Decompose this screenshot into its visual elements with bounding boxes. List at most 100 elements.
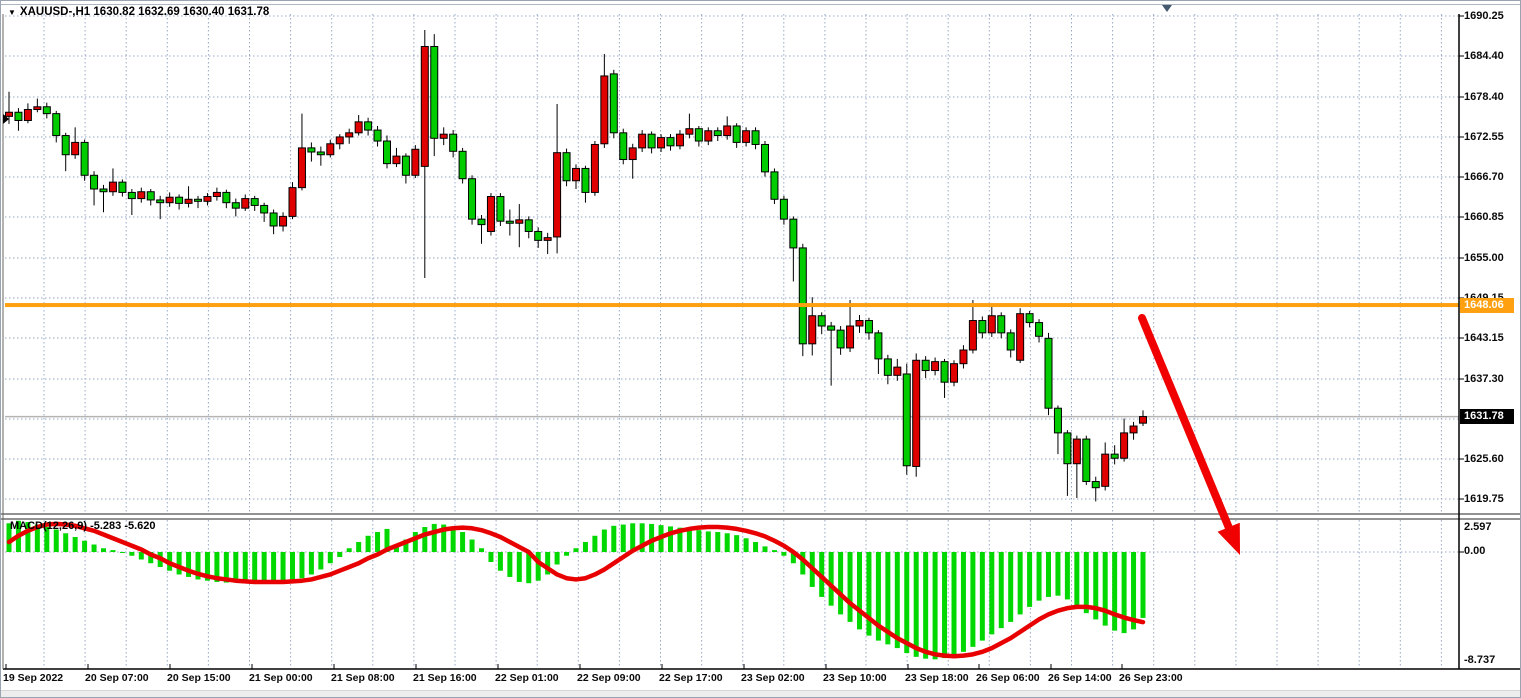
macd-histogram-bar: [1055, 552, 1061, 596]
macd-histogram-bar: [885, 552, 891, 645]
candle-bear: [307, 147, 316, 153]
macd-histogram-bar: [460, 532, 466, 552]
candle-bull: [392, 155, 401, 165]
macd-histogram-bar: [1140, 552, 1146, 618]
time-axis-label: 22 Sep 09:00: [577, 672, 641, 684]
time-axis-label: 21 Sep 08:00: [331, 672, 395, 684]
macd-histogram-bar: [573, 548, 579, 552]
hline-price-badge: 1648.06: [1460, 297, 1514, 313]
candle-bear: [364, 121, 373, 131]
macd-histogram-bar: [923, 552, 929, 659]
candle-bull: [297, 147, 306, 189]
window-bottom-strip: [1, 690, 1520, 697]
macd-histogram-bar: [630, 523, 636, 552]
macd-histogram-bar: [1121, 552, 1127, 634]
macd-histogram-bar: [734, 535, 740, 552]
candle-bull: [212, 191, 221, 198]
candle-bear: [468, 178, 477, 220]
candle-bull: [1120, 432, 1129, 459]
macd-histogram-bar: [601, 529, 607, 552]
macd-histogram-bar: [1064, 552, 1070, 600]
candle-bear: [449, 133, 458, 152]
candle-bear: [694, 128, 703, 142]
panel-divider[interactable]: [1, 514, 1521, 520]
price-axis-label: 1625.60: [1464, 452, 1504, 465]
macd-histogram-bar: [252, 552, 258, 582]
macd-histogram-bar: [1036, 552, 1042, 601]
left-edge-marker-icon: [3, 114, 9, 124]
macd-histogram-bar: [790, 552, 796, 564]
macd-histogram-bar: [894, 552, 900, 649]
horizontal-level-line[interactable]: [5, 303, 1459, 308]
time-axis-label: 26 Sep 14:00: [1048, 672, 1112, 684]
candle-bear: [761, 143, 769, 173]
macd-histogram-bar: [25, 522, 31, 552]
candle-bull: [572, 167, 580, 182]
symbol-dropdown-icon[interactable]: ▼: [8, 7, 16, 17]
macd-histogram-bar: [649, 523, 655, 552]
macd-histogram-bar: [564, 552, 570, 556]
macd-histogram-bar: [724, 533, 730, 552]
price-axis-label: 1684.40: [1464, 49, 1504, 62]
candle-bull: [241, 198, 250, 209]
macd-indicator-label: MACD(12,26,9) -5.283 -5.620: [10, 520, 156, 532]
price-axis-label: 1660.85: [1464, 210, 1504, 223]
candle-bull: [950, 363, 958, 383]
macd-histogram-bar: [611, 525, 617, 552]
candle-bear: [127, 191, 136, 200]
candle-bear: [146, 191, 155, 201]
macd-histogram-bar: [715, 532, 721, 552]
price-axis-label: 1678.40: [1464, 90, 1504, 103]
candle-bull: [165, 196, 174, 204]
candle-bear: [269, 212, 278, 227]
macd-histogram-bar: [1027, 552, 1033, 607]
candle-bear: [1025, 313, 1034, 324]
candle-bear: [883, 358, 892, 376]
macd-histogram-bar: [148, 552, 154, 564]
macd-histogram-bar: [970, 552, 976, 647]
macd-histogram-bar: [271, 552, 277, 581]
candle-bear: [458, 150, 467, 180]
macd-signal-line: [6, 521, 1146, 659]
candle-bear: [874, 332, 883, 360]
macd-histogram-bar: [497, 552, 503, 571]
time-axis-label: 23 Sep 18:00: [905, 672, 969, 684]
candle-bear: [42, 106, 51, 115]
price-axis-label: 1672.55: [1464, 130, 1504, 143]
current-bar-marker-icon: [1162, 5, 1172, 12]
candle-bear: [496, 196, 505, 222]
macd-histogram-bar: [828, 552, 834, 606]
time-axis-label: 22 Sep 01:00: [495, 672, 559, 684]
macd-histogram-bar: [469, 539, 475, 552]
time-axis-label: 20 Sep 07:00: [85, 672, 149, 684]
macd-histogram-bar: [346, 548, 352, 552]
candle-bull: [1129, 425, 1138, 434]
macd-histogram-bar: [526, 552, 532, 584]
time-axis-label: 23 Sep 02:00: [741, 672, 805, 684]
candle-bull: [108, 181, 117, 193]
candle-bull: [543, 237, 552, 241]
macd-histogram-bar: [932, 552, 938, 660]
candle-bear: [751, 130, 760, 145]
candle-bear: [430, 45, 439, 139]
macd-histogram-bar: [337, 552, 343, 557]
macd-histogram-bar: [620, 524, 626, 552]
macd-histogram-bar: [356, 542, 362, 552]
candle-bear: [1053, 407, 1062, 434]
price-axis-label: 1643.15: [1464, 331, 1504, 344]
candle-bull: [1072, 438, 1081, 465]
macd-histogram-bar: [431, 523, 437, 552]
down-arrow-annotation[interactable]: [1138, 314, 1233, 532]
macd-histogram-bar: [1112, 552, 1118, 631]
candle-bear: [52, 113, 61, 137]
macd-histogram-bar: [857, 552, 862, 630]
macd-histogram-bar: [53, 529, 59, 552]
candle-bull: [600, 75, 609, 145]
time-axis-label: 26 Sep 23:00: [1119, 672, 1183, 684]
candle-bear: [99, 188, 108, 193]
macd-histogram-bar: [866, 552, 872, 636]
macd-histogram-bar: [592, 535, 598, 552]
macd-histogram-bar: [479, 548, 484, 552]
